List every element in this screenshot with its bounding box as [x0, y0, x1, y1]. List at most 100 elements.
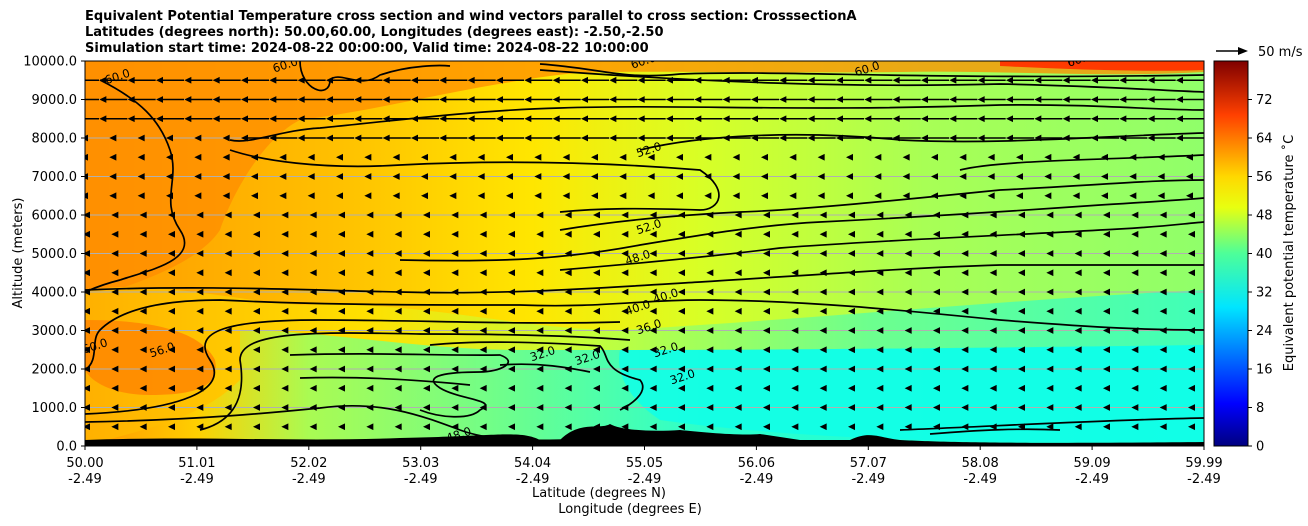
wind-arrow — [449, 173, 457, 180]
wind-arrow — [338, 384, 345, 392]
wind-arrow — [309, 307, 317, 315]
x-tick-label-lon: -2.49 — [180, 472, 214, 487]
wind-arrow — [989, 346, 997, 354]
wind-arrow — [394, 404, 402, 411]
wind-arrow — [921, 134, 928, 142]
wind-arrow — [1131, 346, 1139, 354]
wind-arrow — [366, 384, 374, 392]
wind-arrow — [111, 423, 119, 431]
wind-arrow — [534, 173, 542, 180]
wind-arrow — [678, 250, 685, 257]
wind-arrow — [1147, 134, 1155, 142]
wind-arrow — [848, 384, 855, 392]
wind-arrow — [678, 211, 685, 219]
wind-arrow — [253, 230, 260, 238]
wind-arrow — [281, 384, 289, 392]
wind-arrow — [451, 211, 459, 219]
wind-arrow — [111, 327, 119, 334]
wind-arrow — [338, 269, 345, 277]
wind-arrow — [85, 269, 90, 277]
wind-arrow — [111, 250, 119, 257]
wind-arrow — [423, 307, 430, 315]
wind-arrow — [1046, 250, 1054, 257]
x-tick-label-lon: -2.49 — [628, 472, 662, 487]
wind-arrow — [1159, 307, 1167, 315]
wind-arrow — [892, 96, 900, 103]
wind-arrow — [819, 307, 827, 315]
contour-label: 60.0 — [1065, 49, 1094, 70]
wind-arrow — [619, 153, 627, 161]
wind-arrow — [649, 250, 657, 257]
wind-arrow — [791, 288, 799, 296]
wind-arrow — [1103, 230, 1110, 238]
wind-arrow — [281, 211, 289, 219]
wind-arrow — [761, 173, 768, 180]
wind-arrow — [1046, 423, 1054, 431]
wind-arrow — [593, 307, 600, 315]
wind-arrow — [196, 346, 204, 354]
wind-arrow — [876, 365, 884, 373]
wind-arrow — [269, 76, 277, 84]
wind-arrow — [354, 76, 362, 84]
wind-arrow — [807, 96, 815, 103]
wind-arrow — [1188, 423, 1195, 431]
wind-arrow — [354, 115, 362, 123]
wind-arrow — [1018, 269, 1025, 277]
wind-arrow — [817, 173, 825, 180]
wind-arrow — [364, 173, 372, 180]
wind-arrow — [1018, 346, 1025, 354]
wind-arrow — [85, 134, 88, 142]
colorbar-tick-label: 40 — [1256, 247, 1273, 262]
wind-arrow — [819, 211, 827, 219]
wind-arrow — [479, 384, 487, 392]
x-tick-label-lat: 50.00 — [66, 456, 103, 471]
wind-arrow — [467, 115, 475, 123]
wind-arrow — [846, 153, 853, 161]
wind-arrow — [479, 423, 487, 431]
wind-arrow — [394, 250, 402, 257]
wind-arrow — [1006, 76, 1013, 84]
wind-arrow — [791, 404, 799, 411]
wind-arrow — [706, 230, 714, 238]
wind-arrow — [649, 288, 657, 296]
wind-arrow — [706, 288, 714, 296]
wind-arrow — [649, 230, 657, 238]
wind-arrow — [763, 423, 770, 431]
wind-arrow — [307, 153, 315, 161]
wind-arrow — [506, 173, 513, 180]
wind-arrow — [1147, 96, 1155, 103]
wind-arrow — [1103, 307, 1110, 315]
wind-arrow — [848, 288, 855, 296]
wind-arrow — [1074, 384, 1082, 392]
chart-title-line-1: Equivalent Potential Temperature cross s… — [85, 9, 857, 24]
wind-arrow — [338, 346, 345, 354]
wind-arrow — [439, 115, 447, 123]
wind-arrow — [508, 211, 515, 219]
wind-arrow — [722, 115, 730, 123]
wind-arrow — [139, 269, 147, 277]
wind-arrow — [1091, 96, 1098, 103]
wind-arrow — [366, 346, 374, 354]
wind-arrow — [846, 173, 853, 180]
wind-arrow — [508, 384, 515, 392]
wind-arrow — [694, 115, 702, 123]
wind-arrow — [1072, 173, 1080, 180]
wind-arrow — [1131, 404, 1139, 411]
wind-arrow — [621, 230, 629, 238]
wind-arrow — [961, 250, 969, 257]
wind-arrow — [536, 346, 544, 354]
wind-arrow — [609, 96, 617, 103]
wind-arrow — [1188, 269, 1195, 277]
wind-arrow — [467, 134, 475, 142]
wind-arrow — [676, 153, 683, 161]
wind-arrow — [423, 346, 430, 354]
wind-arrow — [338, 327, 345, 334]
wind-arrow — [609, 115, 617, 123]
wind-arrow — [194, 173, 202, 180]
wind-arrow — [139, 307, 147, 315]
wind-arrow — [536, 327, 544, 334]
wind-arrow — [394, 211, 402, 219]
wind-arrow — [1188, 327, 1195, 334]
wind-arrow — [751, 134, 758, 142]
wind-arrow — [637, 134, 645, 142]
